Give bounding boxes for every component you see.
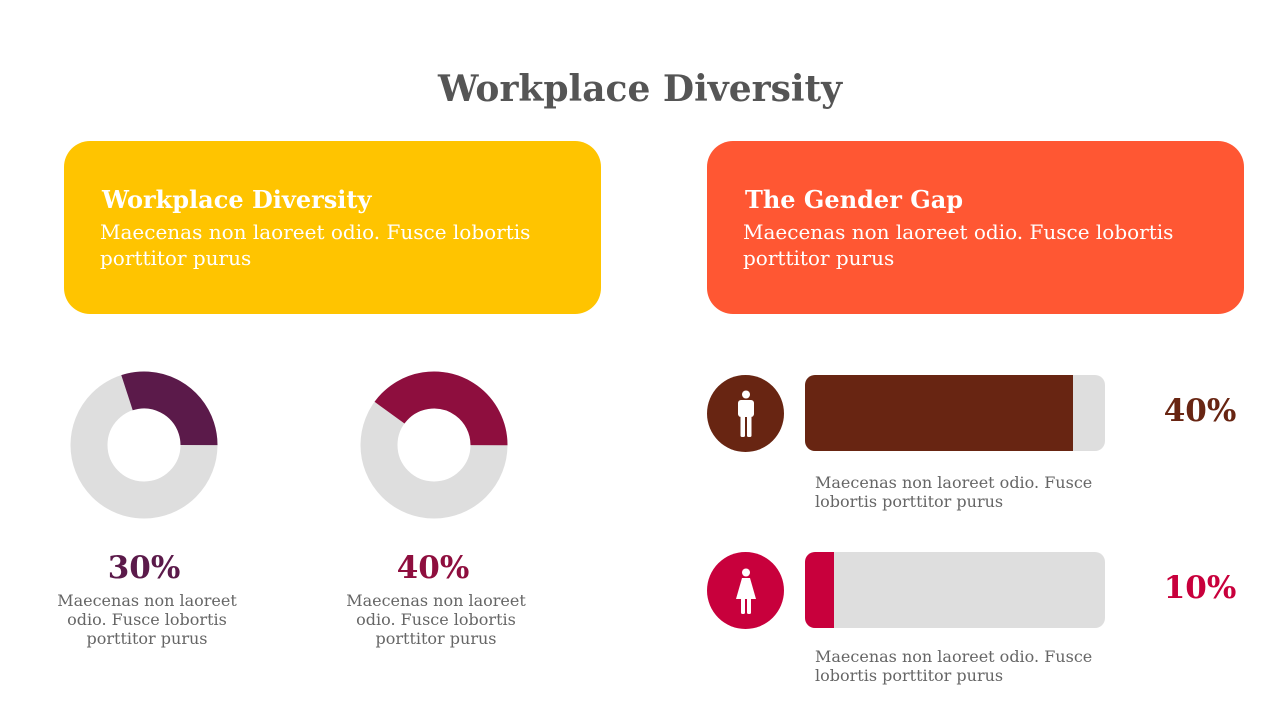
card-heading: Workplace Diversity <box>102 185 372 214</box>
donut-segment <box>70 371 218 519</box>
progress-description: Maecenas non laoreet odio. Fusce loborti… <box>815 473 1093 511</box>
donut-percent-label: 40% <box>396 550 470 586</box>
progress-bar-male <box>805 375 1105 451</box>
donut-chart-1 <box>70 371 218 519</box>
progress-description: Maecenas non laoreet odio. Fusce loborti… <box>815 647 1093 685</box>
progress-bar-fill <box>805 552 834 628</box>
male-avatar <box>707 375 784 452</box>
progress-percent-label: 40% <box>1163 393 1237 429</box>
card-heading: The Gender Gap <box>745 185 964 214</box>
card-text: Maecenas non laoreet odio. Fusce loborti… <box>100 220 531 270</box>
page-title: Workplace Diversity <box>437 68 843 110</box>
donut-description: Maecenas non laoreet odio. Fusce loborti… <box>57 591 237 648</box>
progress-bar-fill <box>805 375 1073 451</box>
donut-percent-label: 30% <box>107 550 181 586</box>
card-text: Maecenas non laoreet odio. Fusce loborti… <box>743 220 1174 270</box>
progress-percent-label: 10% <box>1163 570 1237 606</box>
female-avatar <box>707 552 784 629</box>
workplace-diversity-card: Workplace Diversity Maecenas non laoreet… <box>64 141 601 314</box>
donut-chart-2 <box>360 371 508 519</box>
gender-gap-card: The Gender Gap Maecenas non laoreet odio… <box>707 141 1244 314</box>
progress-bar-female <box>805 552 1105 628</box>
donut-description: Maecenas non laoreet odio. Fusce loborti… <box>346 591 526 648</box>
male-person-icon <box>737 390 754 437</box>
female-person-icon <box>735 568 756 614</box>
